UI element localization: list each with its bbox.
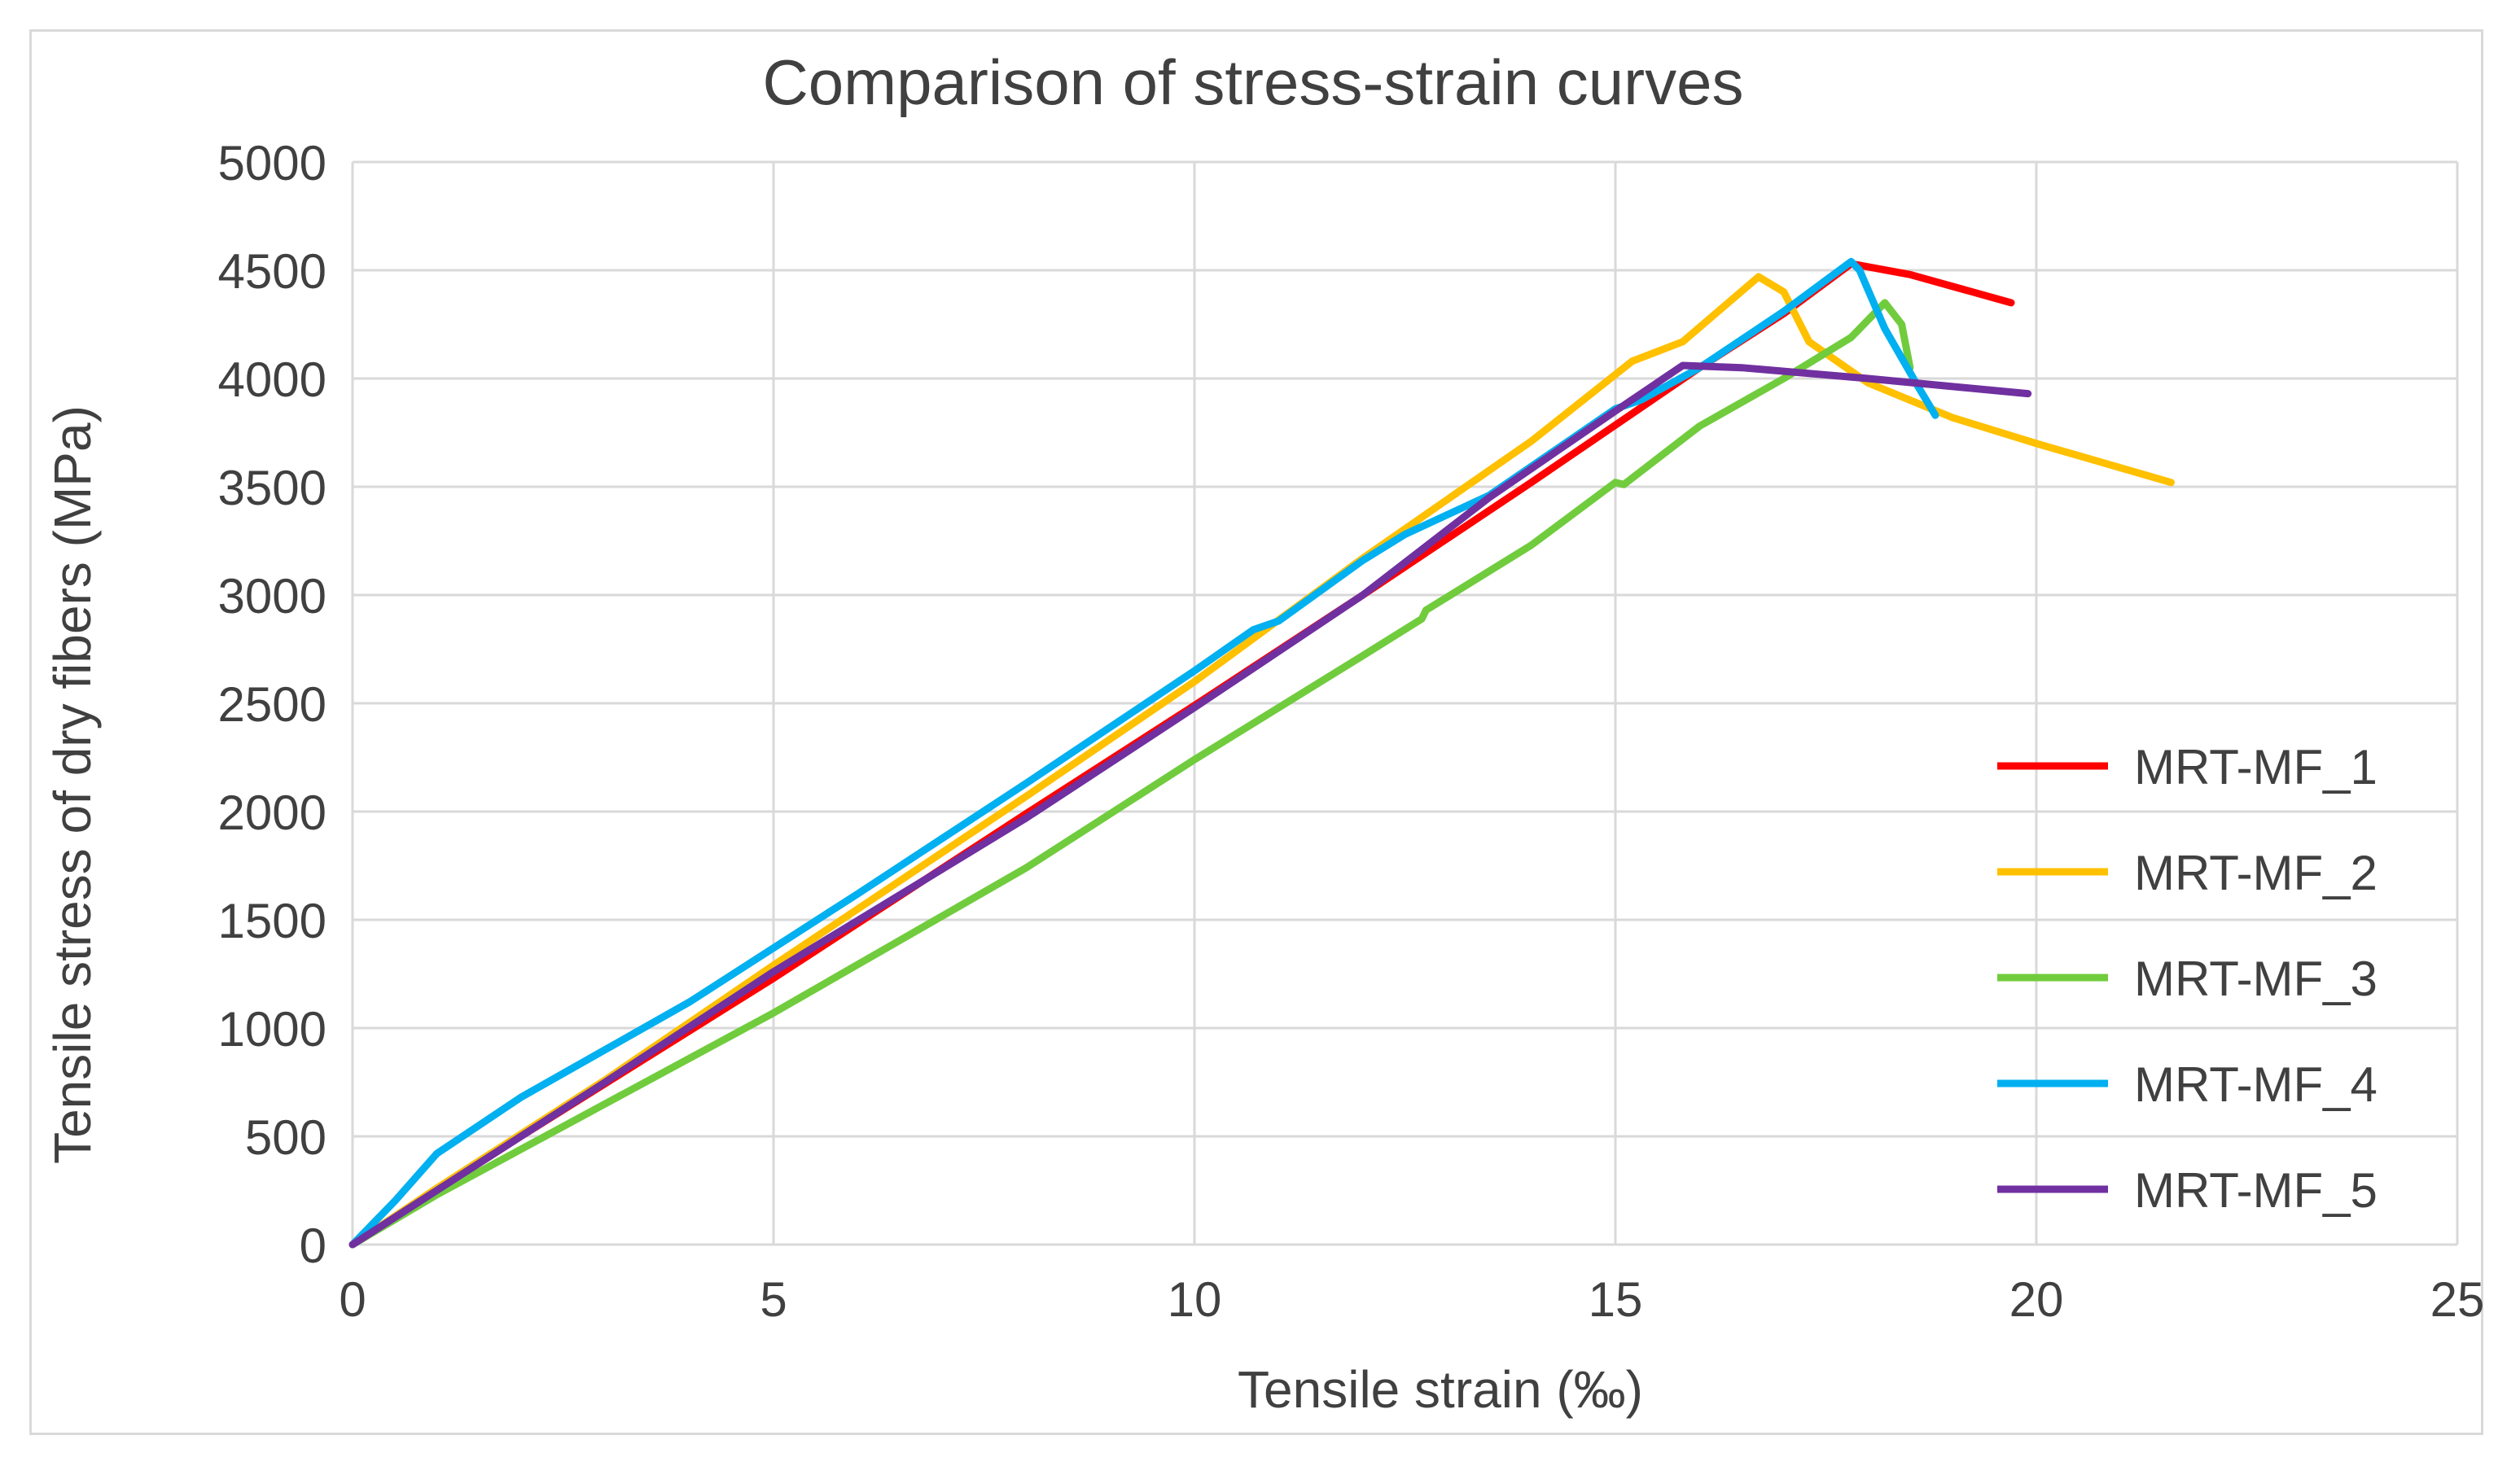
chart-frame: 0 500 1000 1500 2000 2500 3000 3500 4000 4500 5000…: [29, 29, 2485, 1435]
legend-label: MRT-MF_5: [2134, 1163, 2378, 1218]
legend-item: MRT-MF_2: [1997, 846, 2378, 900]
legend-item: MRT-MF_5: [1997, 1163, 2378, 1218]
y-tick-label: 4500: [218, 244, 327, 299]
y-axis-label: Tensile stress of dry fibers (MPa): [43, 405, 102, 1164]
y-tick-label: 500: [245, 1110, 327, 1165]
x-tick-label: 5: [760, 1272, 787, 1327]
y-tick-label: 5000: [218, 136, 327, 190]
y-tick-label: 0: [300, 1219, 327, 1273]
series-layer: [348, 257, 2175, 1249]
x-tick-label: 20: [2009, 1272, 2064, 1327]
y-tick-label: 3000: [218, 569, 327, 624]
y-tick-label: 3500: [218, 461, 327, 515]
x-tick-label: 10: [1168, 1272, 1222, 1327]
y-tick-label: 4000: [218, 352, 327, 407]
series-line-3: [348, 299, 1914, 1249]
legend-label: MRT-MF_1: [2134, 740, 2378, 794]
series-line-2: [348, 273, 2175, 1249]
x-tick-label: 0: [339, 1272, 366, 1327]
y-tick-label: 2000: [218, 786, 327, 840]
series-line-4: [348, 257, 1939, 1249]
legend-label: MRT-MF_4: [2134, 1057, 2378, 1112]
series-line-1: [348, 260, 2015, 1249]
legend: MRT-MF_1 MRT-MF_2 MRT-MF_3 MRT-MF_4 MRT-MF_5: [1997, 740, 2378, 1218]
x-axis-label: Tensile strain (‰): [1238, 1360, 1643, 1419]
y-tick-label: 1000: [218, 1002, 327, 1057]
series-line-5: [348, 361, 2032, 1249]
chart-svg: 0 500 1000 1500 2000 2500 3000 3500 4000 4500 5000…: [43, 46, 2485, 1419]
legend-item: MRT-MF_1: [1997, 740, 2378, 794]
legend-label: MRT-MF_3: [2134, 952, 2378, 1006]
legend-item: MRT-MF_4: [1997, 1057, 2378, 1112]
legend-item: MRT-MF_3: [1997, 952, 2378, 1006]
tick-layer: 0 500 1000 1500 2000 2500 3000 3500 4000 4500 5000…: [218, 136, 2485, 1327]
chart-title: Comparison of stress-strain curves: [762, 46, 1743, 118]
x-tick-label: 25: [2430, 1272, 2485, 1327]
legend-label: MRT-MF_2: [2134, 846, 2378, 900]
y-tick-label: 1500: [218, 894, 327, 948]
x-tick-label: 15: [1589, 1272, 1643, 1327]
y-tick-label: 2500: [218, 677, 327, 732]
